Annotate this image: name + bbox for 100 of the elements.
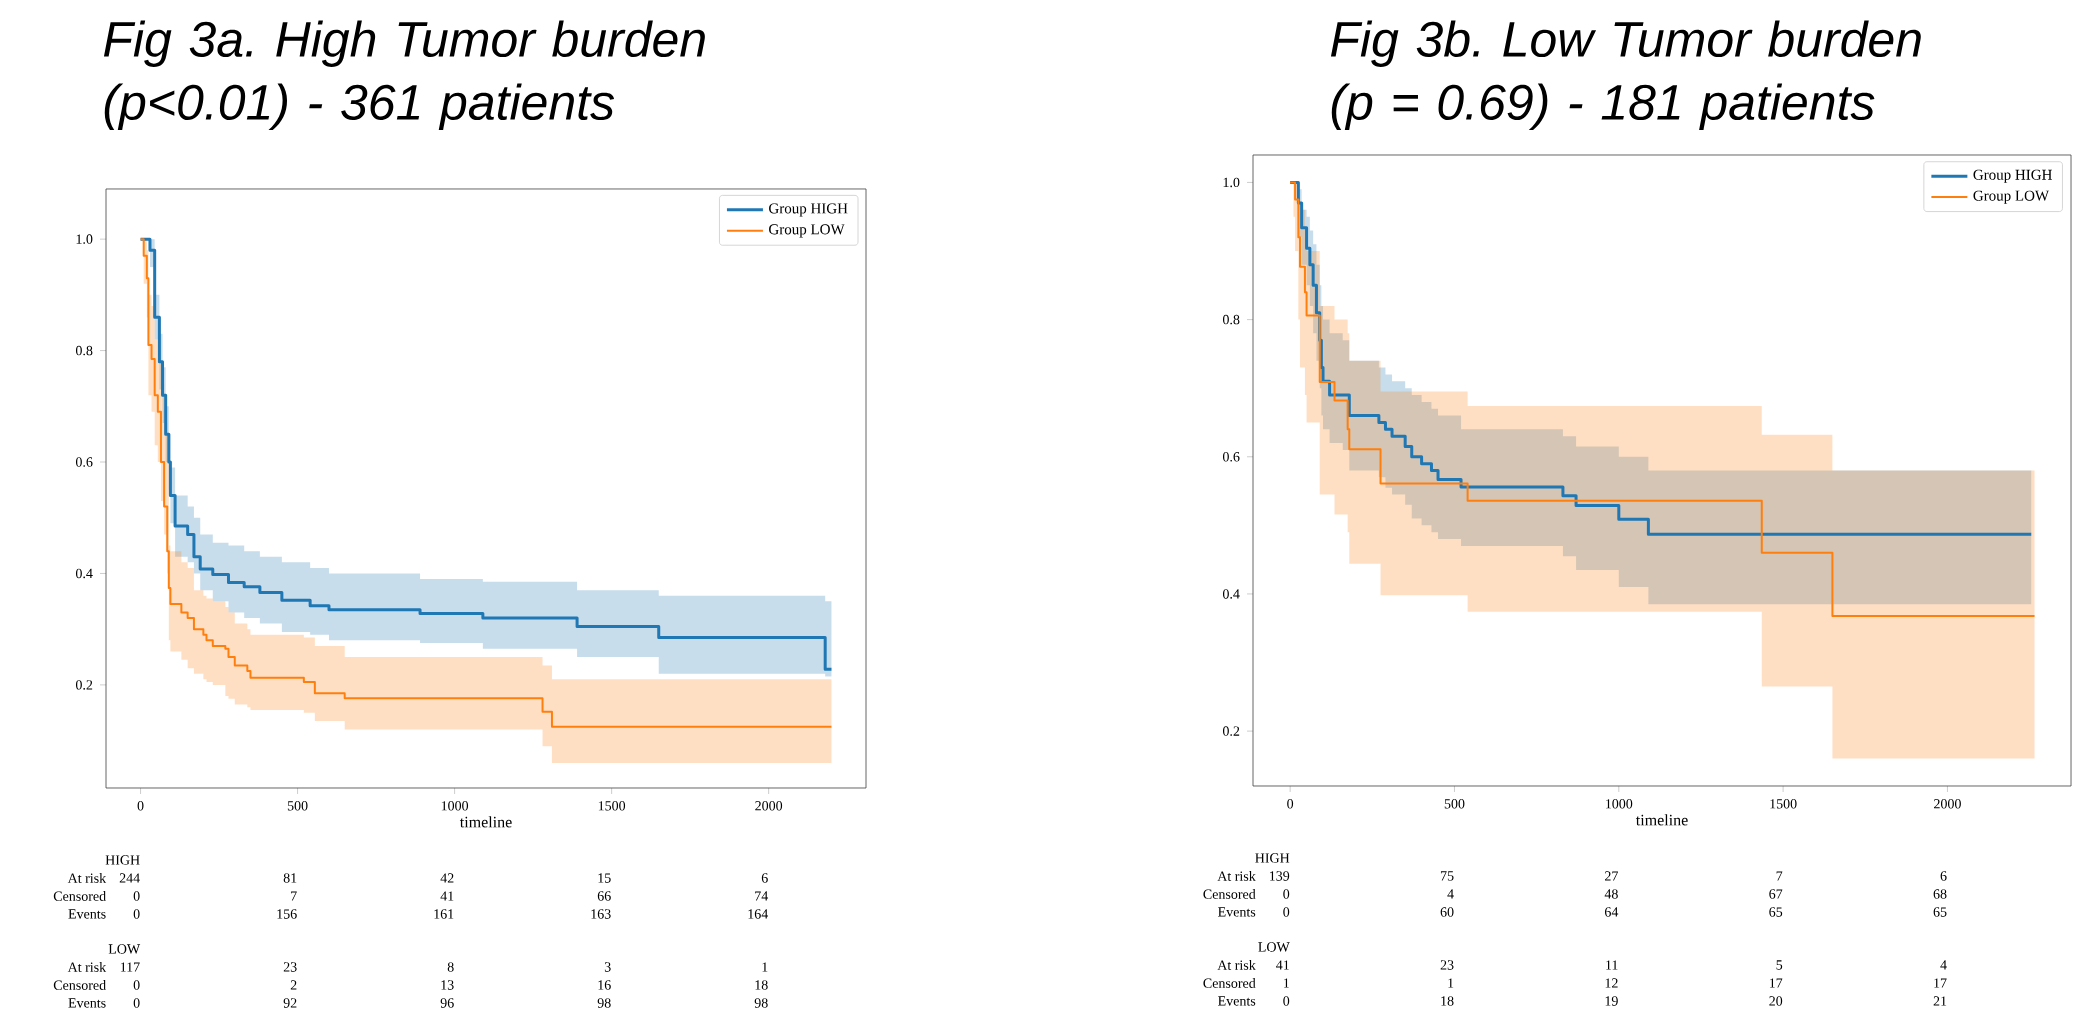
text: 156 [277, 909, 297, 919]
y-tick-label: 0.6 [75, 457, 93, 467]
x-tick-label: 2000 [1934, 799, 1961, 809]
x-axis-title: timeline [459, 816, 512, 828]
text: 65 [1933, 907, 1947, 917]
text: LOW [108, 944, 141, 954]
legend-label: Group HIGH [1973, 169, 2052, 183]
text: LOW [1258, 942, 1290, 952]
text: 164 [748, 909, 769, 919]
text: 98 [754, 998, 768, 1008]
text: 42 [440, 873, 454, 883]
text: HIGH [105, 855, 140, 865]
text: 41 [1276, 960, 1289, 970]
text: At risk [67, 962, 107, 972]
text: 0 [1283, 907, 1290, 917]
x-tick-label: 1000 [1606, 799, 1633, 809]
text: Censored [53, 891, 106, 901]
text: 0 [1283, 889, 1290, 899]
text: 2 [290, 980, 297, 990]
legend-label: Group LOW [769, 224, 845, 238]
text: 117 [120, 962, 140, 972]
text: 11 [1606, 960, 1618, 970]
text: 21 [1933, 996, 1947, 1006]
text: 66 [597, 891, 611, 901]
text: At risk [1217, 960, 1256, 970]
x-tick-label: 1500 [1770, 799, 1797, 809]
x-tick-label: 2000 [755, 801, 783, 811]
y-tick-label: 0.6 [1222, 452, 1240, 462]
x-tick-label: 0 [137, 801, 144, 811]
text: Censored [1203, 978, 1256, 988]
text: 20 [1769, 996, 1783, 1006]
text: 139 [1269, 871, 1290, 881]
text: 16 [598, 980, 611, 990]
text: HIGH [1255, 853, 1290, 863]
y-tick-label: 0.4 [75, 568, 93, 579]
text: 75 [1440, 871, 1454, 881]
text: 92 [283, 998, 297, 1008]
text: 15 [598, 873, 611, 883]
text: 0 [133, 909, 140, 919]
text: At risk [67, 873, 107, 883]
y-tick-label: 0.2 [75, 680, 93, 690]
x-tick-label: 500 [287, 801, 308, 811]
text: 17 [1934, 978, 1947, 988]
text: 12 [1605, 978, 1618, 988]
text: 74 [755, 891, 769, 901]
text: 23 [1440, 960, 1454, 970]
x-tick-label: 1500 [598, 801, 626, 811]
text: At risk [1217, 871, 1256, 881]
text: 18 [1441, 996, 1454, 1006]
text: 8 [447, 962, 454, 972]
text: 1 [1283, 978, 1289, 988]
text: 244 [119, 873, 140, 883]
legend-label: Group HIGH [769, 203, 848, 217]
text: Events [1218, 996, 1256, 1006]
text: 41 [440, 891, 454, 901]
text: 23 [283, 962, 297, 972]
text: 19 [1605, 996, 1618, 1006]
text: 0 [133, 998, 140, 1008]
text: 67 [1769, 889, 1783, 899]
text: 27 [1605, 871, 1618, 881]
text: 64 [1604, 907, 1619, 917]
y-tick-label: 1.0 [1223, 177, 1240, 188]
text: 163 [591, 909, 611, 919]
text: 60 [1440, 907, 1454, 917]
text: 6 [761, 873, 768, 883]
text: Censored [53, 980, 106, 990]
text: 0 [133, 980, 140, 990]
text: 17 [1769, 978, 1783, 988]
text: 65 [1769, 907, 1783, 917]
text: 4 [1940, 960, 1947, 970]
x-tick-label: 0 [1287, 799, 1294, 809]
legend-label: Group LOW [1973, 190, 2050, 204]
text: 3 [604, 962, 611, 972]
text: 161 [434, 909, 454, 919]
text: 13 [441, 980, 454, 990]
y-tick-label: 1.0 [76, 234, 93, 244]
text: 96 [440, 998, 454, 1008]
text: Events [1218, 907, 1256, 917]
text: 98 [597, 998, 611, 1008]
y-tick-label: 0.2 [1222, 726, 1240, 736]
y-tick-label: 0.8 [75, 345, 93, 356]
text: 0 [1283, 996, 1290, 1006]
x-tick-label: 1000 [441, 801, 469, 811]
chart-title: Fig 3a. High Tumor burden (p<0.01) - 361 patients [103, 20, 705, 130]
x-tick-label: 500 [1444, 799, 1465, 809]
y-tick-label: 0.8 [1222, 314, 1240, 325]
text: 48 [1604, 889, 1618, 899]
text: Events [68, 998, 106, 1008]
text: 18 [755, 980, 768, 990]
text: Events [68, 909, 106, 919]
text: Censored [1203, 889, 1256, 899]
text: 0 [133, 891, 140, 901]
y-tick-label: 0.4 [1222, 589, 1240, 599]
text: 5 [1776, 960, 1783, 970]
text: 7 [1776, 871, 1783, 881]
text: 4 [1447, 889, 1454, 899]
x-axis-title: timeline [1635, 814, 1688, 826]
chart-title: Fig 3b. Low Tumor burden (p = 0.69) - 181 patients [1330, 20, 1921, 130]
text: 68 [1933, 889, 1947, 899]
text: 1 [762, 962, 768, 972]
